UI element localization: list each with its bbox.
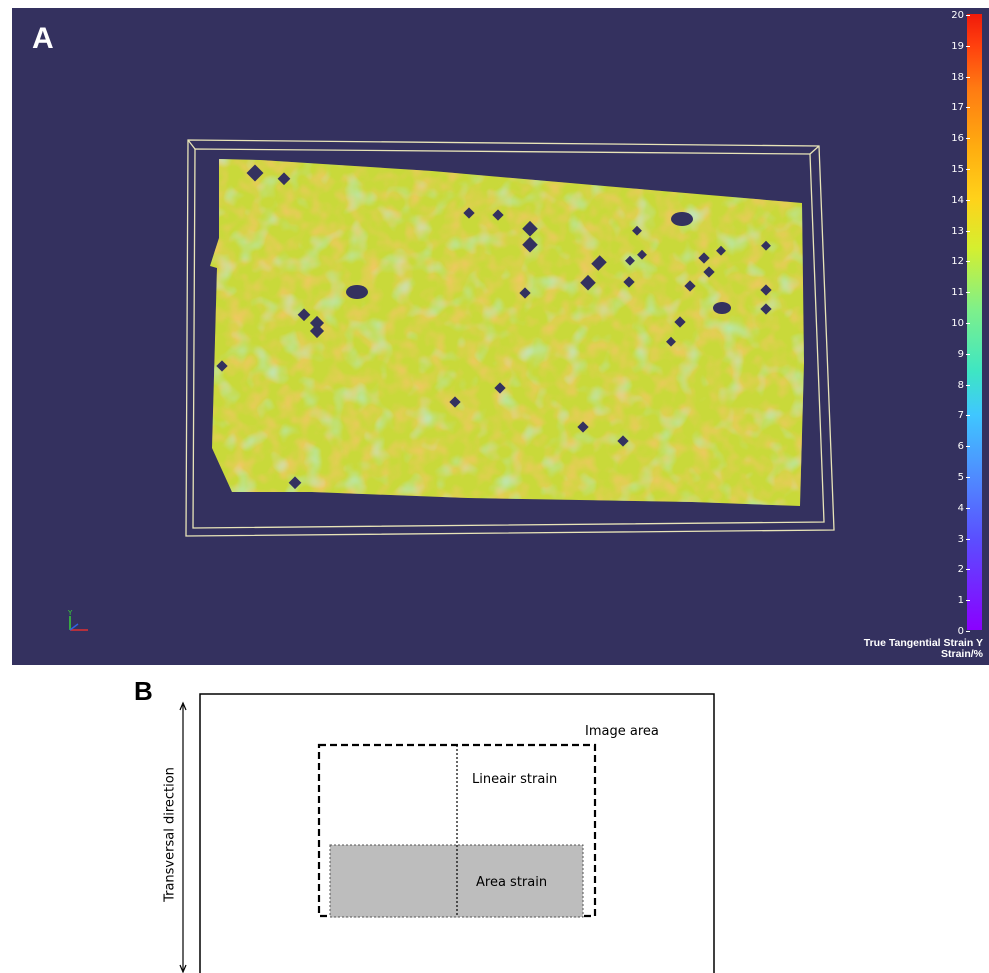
colorbar-tick: 0 — [957, 626, 971, 637]
colorbar-tick: 15 — [951, 164, 970, 175]
colorbar-tick: 5 — [957, 472, 971, 483]
specimen-outline — [199, 693, 715, 973]
colorbar-title: True Tangential Strain Y — [863, 637, 983, 649]
colorbar-tick: 9 — [957, 348, 971, 360]
colorbar-tick: 19 — [951, 40, 970, 52]
colorbar-tick: 7 — [957, 410, 971, 422]
colorbar-tick: 14 — [951, 194, 970, 206]
image-area-label: Image area — [585, 724, 659, 739]
colorbar-tick: 16 — [951, 133, 970, 145]
area-strain-label: Area strain — [476, 875, 548, 890]
schematic-canvas — [179, 693, 715, 973]
colorbar-tick: 12 — [951, 256, 970, 268]
bounding-box — [185, 139, 835, 537]
colorbar-tick: 3 — [957, 533, 971, 545]
strain-map-canvas: Y — [67, 139, 835, 631]
transversal-direction-label: Transversal direction — [162, 767, 178, 902]
colorbar-tick: 18 — [951, 71, 970, 83]
colorbar-tick: 11 — [951, 287, 970, 299]
specimen-surface — [210, 159, 804, 506]
panel-label-b: B — [134, 676, 153, 706]
axis-triad-icon: Y — [67, 609, 88, 631]
panel-label-a: A — [32, 22, 54, 55]
strain-colorbar — [967, 14, 982, 630]
colorbar-tick: 10 — [951, 318, 970, 329]
colorbar-tick: 13 — [951, 225, 970, 237]
colorbar-tick: 2 — [957, 564, 971, 576]
colorbar-tick: 4 — [957, 502, 971, 514]
dic-strain-panel: Y A 20 19 18 17 16 15 14 13 12 11 10 9 8 7 6 5 4 3 2 1 0 Tru… — [12, 8, 989, 665]
colorbar-tick: 6 — [957, 441, 971, 453]
linear-strain-label: Lineair strain — [472, 772, 558, 787]
colorbar-tick: 20 — [951, 10, 970, 21]
colorbar-tick: 1 — [957, 595, 971, 607]
transversal-arrow — [179, 701, 187, 973]
colorbar-tick: 8 — [957, 379, 971, 391]
colorbar-tick: 17 — [951, 102, 970, 114]
svg-text:Y: Y — [67, 609, 73, 617]
data-holes — [216, 164, 772, 490]
colorbar-unit: Strain/% — [940, 648, 983, 660]
